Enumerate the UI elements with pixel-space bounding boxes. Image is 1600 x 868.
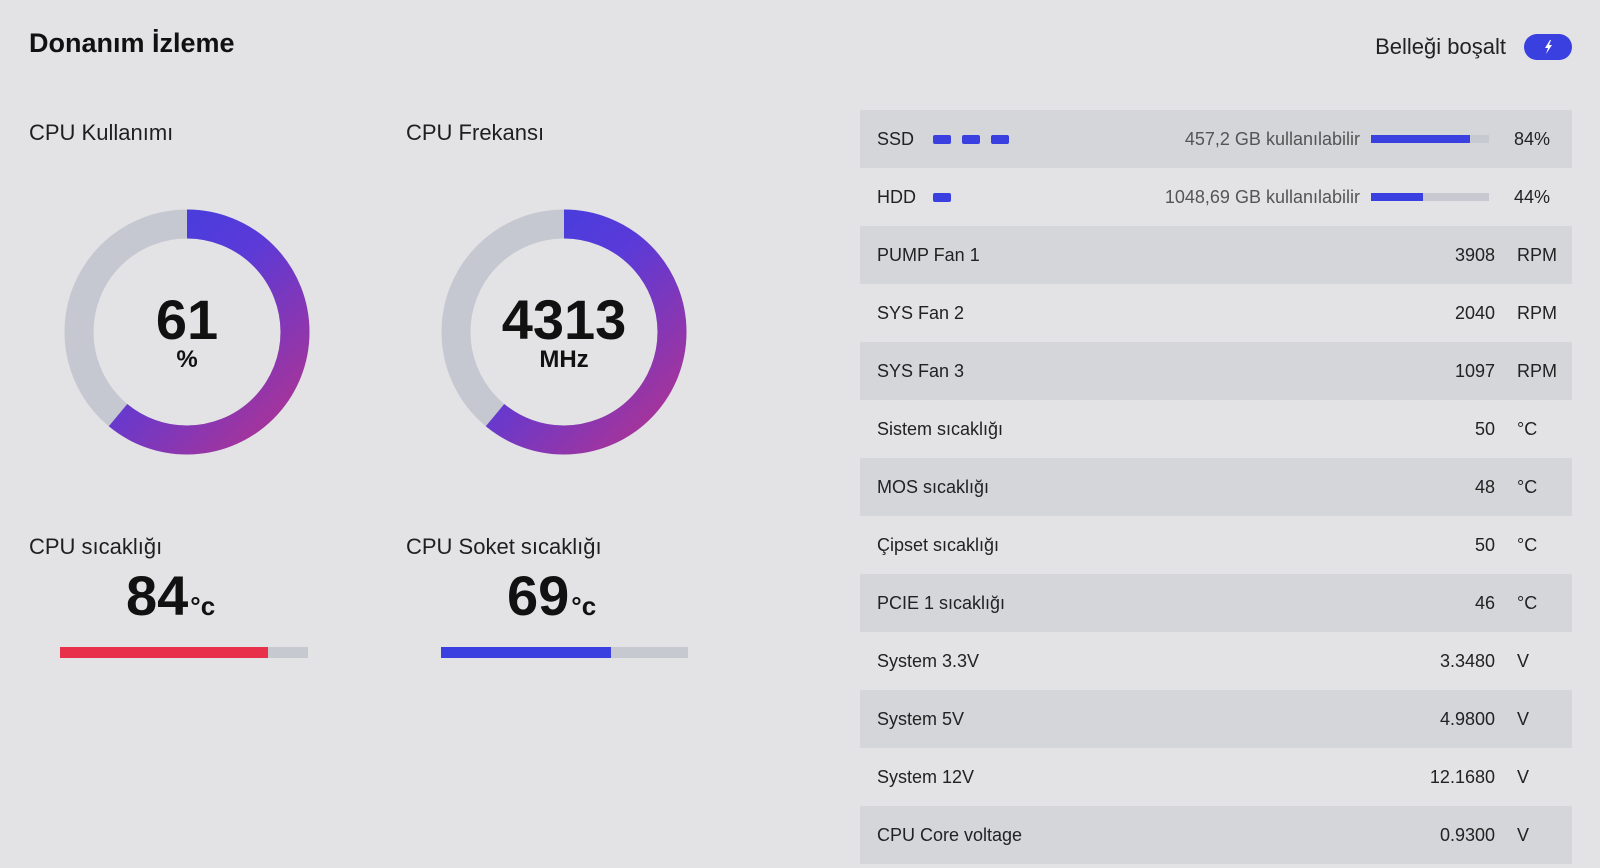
sensor-value: 48 (1474, 476, 1495, 497)
sensor-row: Çipset sıcaklığı 50 °C (860, 516, 1572, 574)
drive-dots (933, 134, 1009, 144)
sensor-unit: V (1517, 708, 1530, 729)
sensor-label: Sistem sıcaklığı (877, 418, 1004, 439)
sensor-value: 2040 (1454, 302, 1495, 323)
drive-name: SSD (877, 128, 915, 149)
drive-percent: 44% (1513, 186, 1550, 207)
sensor-label: System 12V (877, 766, 975, 787)
drive-usage-bar (1371, 193, 1489, 201)
release-memory-label: Belleği boşalt (1375, 34, 1506, 59)
cpu-socket-temp-readout: 69°c (507, 566, 596, 636)
cpu-frequency-title: CPU Frekansı (406, 120, 545, 145)
cpu-socket-temp-bar (441, 647, 688, 658)
release-memory-control: Belleği boşalt (1375, 34, 1572, 60)
drive-segment (933, 134, 951, 144)
sensor-value: 3908 (1454, 244, 1495, 265)
sensor-value: 4.9800 (1439, 708, 1495, 729)
cpu-temp-readout: 84°c (126, 566, 215, 636)
sensor-value: 12.1680 (1429, 766, 1495, 787)
cpu-usage-gauge: 61 % (55, 200, 319, 464)
sensor-value: 1097 (1454, 360, 1495, 381)
cpu-temp-title: CPU sıcaklığı (29, 534, 163, 559)
drive-row-hdd: HDD 1048,69 GB kullanılabilir 44% (860, 168, 1572, 226)
cpu-frequency-value: 4313 (501, 288, 627, 351)
sensor-unit: RPM (1517, 244, 1557, 265)
drive-available: 1048,69 GB kullanılabilir (1164, 186, 1360, 207)
cpu-socket-temp-title: CPU Soket sıcaklığı (406, 534, 602, 559)
cpu-usage-ring (64, 209, 310, 455)
cpu-temp-value: 84 (126, 564, 189, 627)
drive-usage-bar-fill (1371, 135, 1471, 143)
sensor-label: System 5V (877, 708, 965, 729)
sensor-value: 0.9300 (1439, 824, 1495, 845)
sensor-label: System 3.3V (877, 650, 980, 671)
sensor-unit: °C (1517, 534, 1538, 555)
rocket-icon (1545, 40, 1552, 54)
sensor-label: CPU Core voltage (877, 824, 1023, 845)
cpu-temp-unit: °c (190, 591, 216, 621)
sensor-unit: °C (1517, 418, 1538, 439)
page-title: Donanım İzleme (29, 28, 235, 58)
sensor-row: PUMP Fan 1 3908 RPM (860, 226, 1572, 284)
sensor-unit: V (1517, 824, 1530, 845)
drive-name: HDD (877, 186, 916, 207)
sensor-row: MOS sıcaklığı 48 °C (860, 458, 1572, 516)
sensor-label: PUMP Fan 1 (877, 244, 980, 265)
cpu-socket-temp-value: 69 (507, 564, 570, 627)
cpu-frequency-unit: MHz (539, 346, 589, 373)
cpu-frequency-ring-fill (441, 209, 687, 455)
drive-row-ssd: SSD 457,2 GB kullanılabilir 84% (860, 110, 1572, 168)
sensor-unit: °C (1517, 476, 1538, 497)
drive-usage-bar-fill (1371, 193, 1423, 201)
drive-dots (933, 192, 951, 202)
sensor-unit: V (1517, 766, 1530, 787)
drive-segment (933, 192, 951, 202)
cpu-temp-bar-fill (60, 647, 269, 658)
sensor-unit: RPM (1517, 360, 1557, 381)
drive-usage-bar (1371, 135, 1489, 143)
cpu-frequency-gauge: 4313 MHz (432, 200, 696, 464)
sensor-label: SYS Fan 3 (877, 360, 965, 381)
sensor-unit: RPM (1517, 302, 1557, 323)
sensor-unit: V (1517, 650, 1530, 671)
sensor-value: 50 (1474, 418, 1495, 439)
sensor-label: MOS sıcaklığı (877, 476, 990, 497)
sensor-value: 50 (1474, 534, 1495, 555)
sensor-label: SYS Fan 2 (877, 302, 965, 323)
sensor-label: PCIE 1 sıcaklığı (877, 592, 1006, 613)
drive-percent: 84% (1513, 128, 1550, 149)
cpu-socket-temp-unit: °c (571, 591, 597, 621)
sensor-panel: SSD 457,2 GB kullanılabilir 84% HDD 1048… (860, 110, 1572, 864)
cpu-frequency-ring (441, 209, 687, 455)
sensor-row: System 5V 4.9800 V (860, 690, 1572, 748)
sensor-row: PCIE 1 sıcaklığı 46 °C (860, 574, 1572, 632)
sensor-unit: °C (1517, 592, 1538, 613)
sensor-row: SYS Fan 3 1097 RPM (860, 342, 1572, 400)
sensor-list: PUMP Fan 1 3908 RPM SYS Fan 2 2040 RPM SYS Fan… (860, 226, 1572, 864)
sensor-label: Çipset sıcaklığı (877, 534, 1000, 555)
cpu-usage-ring-fill (64, 209, 310, 455)
cpu-usage-unit: % (176, 346, 198, 373)
drive-segment (962, 134, 980, 144)
release-memory-toggle[interactable] (1524, 34, 1572, 60)
drive-available: 457,2 GB kullanılabilir (1184, 128, 1360, 149)
sensor-row: System 12V 12.1680 V (860, 748, 1572, 806)
sensor-row: Sistem sıcaklığı 50 °C (860, 400, 1572, 458)
sensor-value: 46 (1474, 592, 1495, 613)
sensor-row: CPU Core voltage 0.9300 V (860, 806, 1572, 864)
cpu-socket-temp-bar-fill (441, 647, 612, 658)
cpu-usage-value: 61 (155, 288, 219, 351)
cpu-temp-bar (60, 647, 308, 658)
sensor-value: 3.3480 (1439, 650, 1495, 671)
sensor-row: System 3.3V 3.3480 V (860, 632, 1572, 690)
sensor-row: SYS Fan 2 2040 RPM (860, 284, 1572, 342)
drive-segment (991, 134, 1009, 144)
cpu-usage-title: CPU Kullanımı (29, 120, 174, 145)
